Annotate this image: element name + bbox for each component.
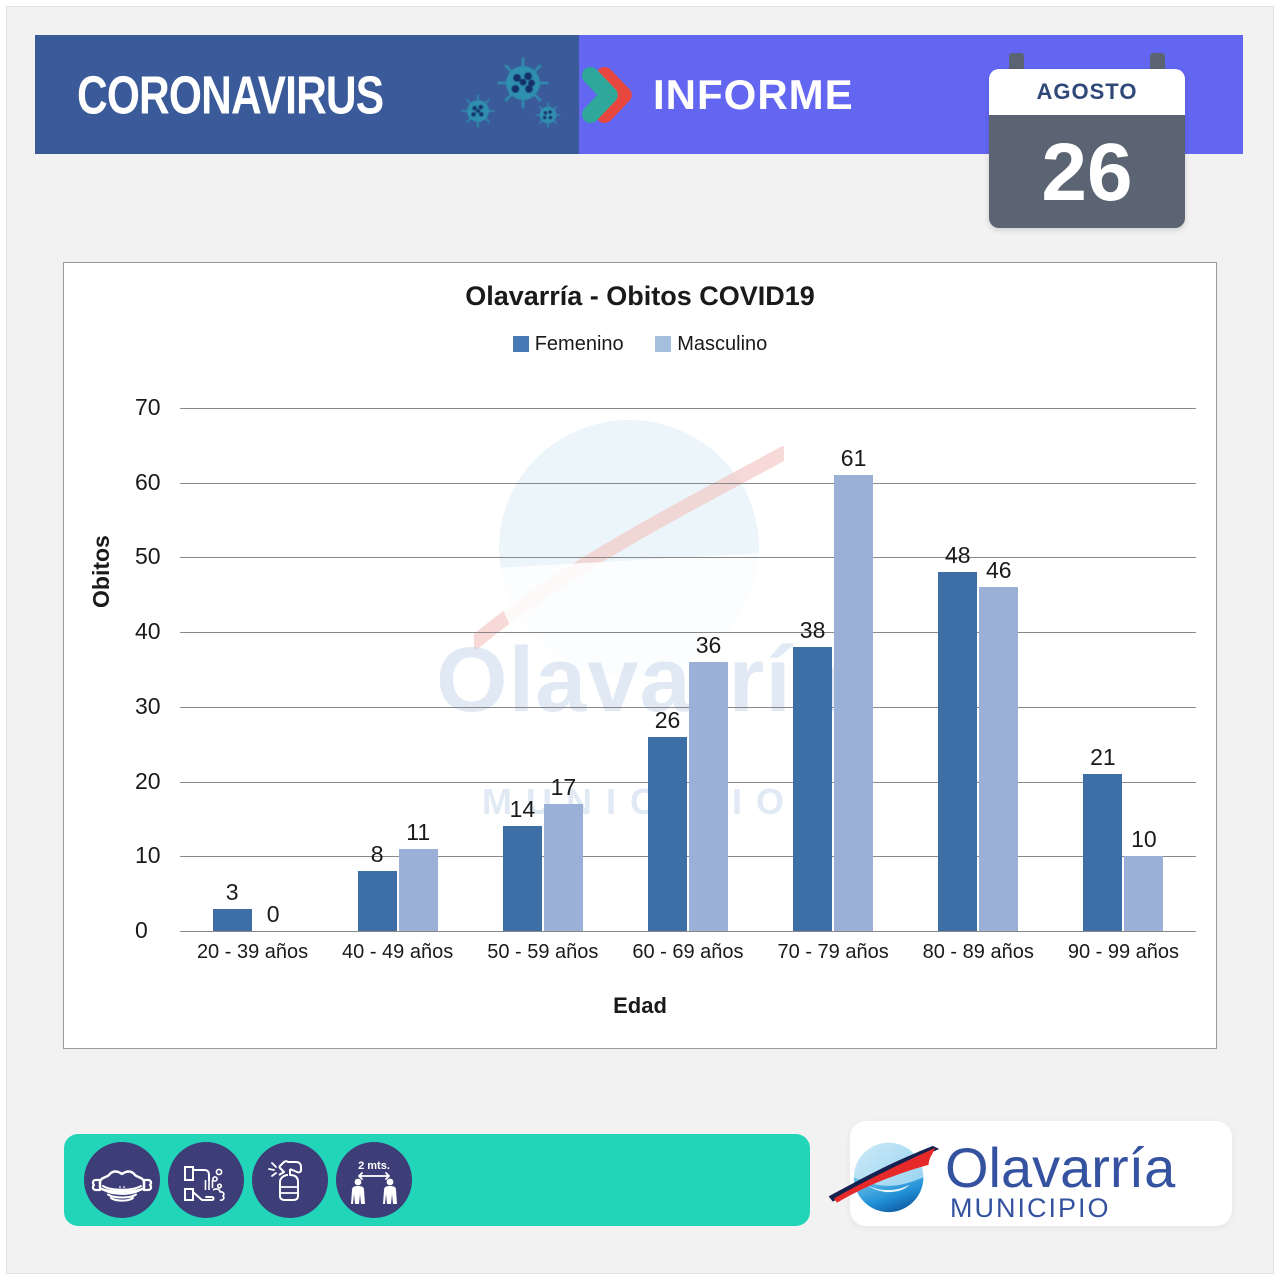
svg-text:2 mts.: 2 mts. (358, 1160, 390, 1172)
